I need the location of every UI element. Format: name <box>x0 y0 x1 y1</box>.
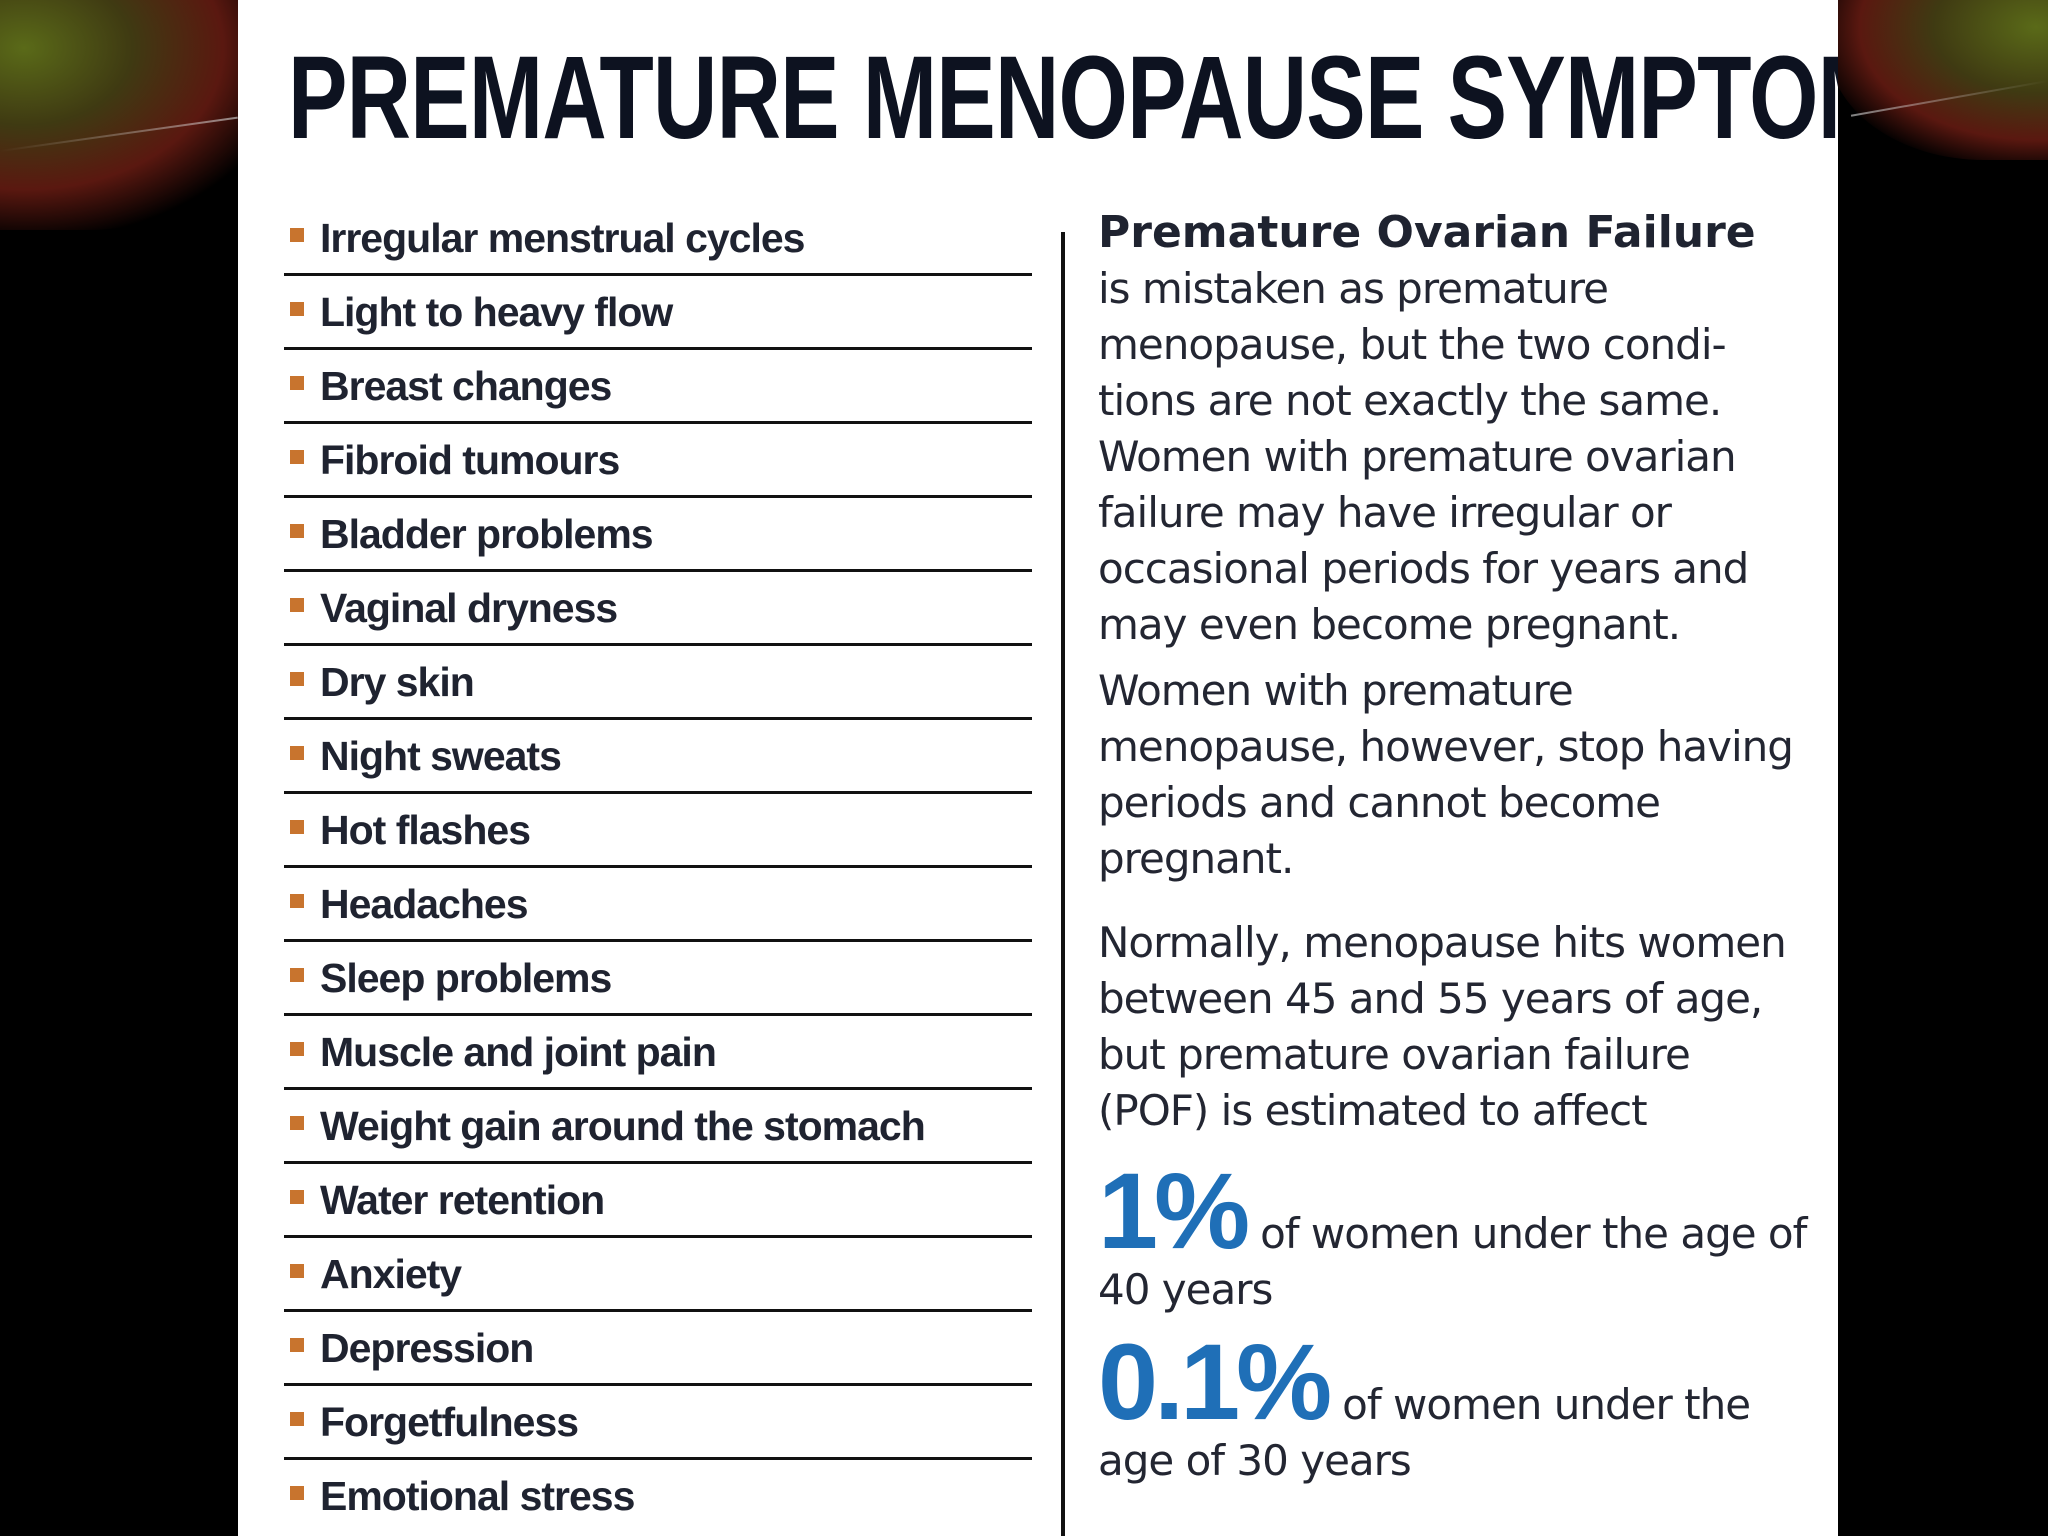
info-paragraph: Normally, menopause hits women between 4… <box>1098 918 1787 1135</box>
symptom-label: Irregular menstrual cycles <box>320 215 805 261</box>
bullet-square-icon <box>290 1264 304 1278</box>
symptom-item: Depression <box>284 1315 1032 1386</box>
bullet-square-icon <box>290 376 304 390</box>
bullet-square-icon <box>290 598 304 612</box>
info-heading: Premature Ovarian Failure <box>1098 207 1756 258</box>
bullet-square-icon <box>290 1116 304 1130</box>
bullet-square-icon <box>290 228 304 242</box>
symptom-label: Night sweats <box>320 733 562 779</box>
bullet-square-icon <box>290 1486 304 1500</box>
symptom-label: Bladder problems <box>320 511 654 557</box>
stat-text: of women under the age of 40 years <box>1098 1209 1807 1314</box>
symptom-label: Muscle and joint pain <box>320 1029 717 1075</box>
info-column: Premature Ovarian Failure is mistaken as… <box>1098 205 1808 1489</box>
symptom-item: Hot flashes <box>284 797 1032 868</box>
bullet-square-icon <box>290 524 304 538</box>
symptom-item: Fibroid tumours <box>284 427 1032 498</box>
info-paragraph: Women with premature menopause, however,… <box>1098 666 1794 883</box>
symptom-item: Headaches <box>284 871 1032 942</box>
bullet-square-icon <box>290 746 304 760</box>
symptom-label: Anxiety <box>320 1251 462 1297</box>
stat-text: of women under the age of 30 years <box>1098 1380 1751 1485</box>
symptom-label: Dry skin <box>320 659 475 705</box>
bullet-square-icon <box>290 450 304 464</box>
stat-value: 1% <box>1098 1150 1250 1271</box>
symptom-item: Light to heavy flow <box>284 279 1032 350</box>
bullet-square-icon <box>290 894 304 908</box>
infographic-title: PREMATURE MENOPAUSE SYMPTOMS <box>288 32 1838 164</box>
symptom-label: Breast changes <box>320 363 612 409</box>
symptom-label: Headaches <box>320 881 529 927</box>
symptom-label: Light to heavy flow <box>320 289 673 335</box>
symptom-item: Forgetfulness <box>284 1389 1032 1460</box>
symptom-item: Vaginal dryness <box>284 575 1032 646</box>
bullet-square-icon <box>290 1042 304 1056</box>
decorative-swoosh-right <box>1828 0 2048 160</box>
symptom-item: Emotional stress <box>284 1463 1032 1534</box>
bullet-square-icon <box>290 968 304 982</box>
bullet-square-icon <box>290 302 304 316</box>
statistic: 1% of women under the age of 40 years <box>1098 1157 1808 1318</box>
symptom-label: Vaginal dryness <box>320 585 618 631</box>
symptom-label: Forgetfulness <box>320 1399 579 1445</box>
symptom-label: Emotional stress <box>320 1473 635 1519</box>
symptom-label: Sleep problems <box>320 955 612 1001</box>
symptom-label: Weight gain around the stomach <box>320 1103 926 1149</box>
info-paragraph: is mistaken as premature menopause, but … <box>1098 264 1749 649</box>
symptom-item: Muscle and joint pain <box>284 1019 1032 1090</box>
infographic-card: PREMATURE MENOPAUSE SYMPTOMS Irregular m… <box>238 0 1838 1536</box>
symptom-label: Hot flashes <box>320 807 531 853</box>
bullet-square-icon <box>290 1190 304 1204</box>
symptom-label: Depression <box>320 1325 534 1371</box>
bullet-square-icon <box>290 1412 304 1426</box>
symptom-item: Weight gain around the stomach <box>284 1093 1032 1164</box>
symptom-item: Breast changes <box>284 353 1032 424</box>
column-divider <box>1061 232 1065 1536</box>
symptom-item: Water retention <box>284 1167 1032 1238</box>
bullet-square-icon <box>290 672 304 686</box>
bullet-square-icon <box>290 820 304 834</box>
symptom-item: Irregular menstrual cycles <box>284 205 1032 276</box>
symptom-item: Bladder problems <box>284 501 1032 572</box>
symptom-item: Night sweats <box>284 723 1032 794</box>
stat-value: 0.1% <box>1098 1321 1332 1442</box>
symptom-list: Irregular menstrual cycles Light to heav… <box>284 205 1032 1536</box>
symptom-label: Water retention <box>320 1177 605 1223</box>
symptom-label: Fibroid tumours <box>320 437 620 483</box>
bullet-square-icon <box>290 1338 304 1352</box>
symptom-item: Dry skin <box>284 649 1032 720</box>
symptom-item: Sleep problems <box>284 945 1032 1016</box>
symptom-item: Anxiety <box>284 1241 1032 1312</box>
statistic: 0.1% of women under the age of 30 years <box>1098 1328 1808 1489</box>
